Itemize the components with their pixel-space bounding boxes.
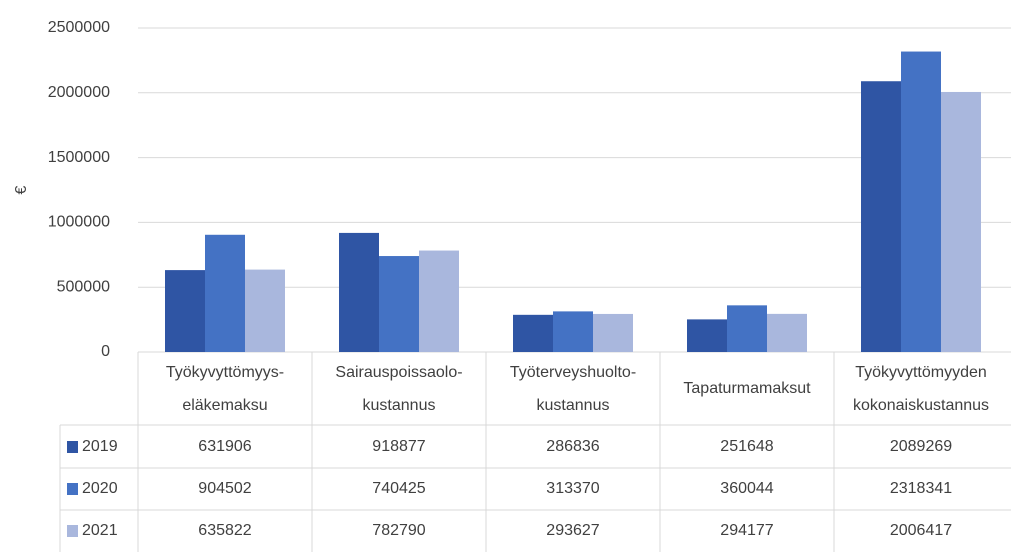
x-tick-label: Sairauspoissaolo-kustannus <box>335 363 463 414</box>
bar <box>513 314 553 352</box>
table-value: 293627 <box>546 522 599 539</box>
bar <box>553 311 593 352</box>
table-value: 2006417 <box>890 522 952 539</box>
table-value: 904502 <box>198 480 251 497</box>
legend-label: 2020 <box>82 480 118 497</box>
bar <box>165 270 205 352</box>
y-tick-label: 1000000 <box>48 214 110 231</box>
bar <box>339 232 379 352</box>
bar <box>727 305 767 352</box>
bar <box>767 313 807 352</box>
table-value: 782790 <box>372 522 425 539</box>
y-axis-label: € <box>13 185 30 194</box>
table-value: 740425 <box>372 480 425 497</box>
legend-marker <box>67 525 78 537</box>
x-tick-label: Työterveyshuolto-kustannus <box>509 363 637 414</box>
bar <box>379 256 419 352</box>
bar <box>593 313 633 352</box>
table-value: 2318341 <box>890 480 952 497</box>
table-value: 251648 <box>720 438 773 455</box>
table-value: 2089269 <box>890 438 952 455</box>
bar <box>687 319 727 352</box>
bar <box>941 91 981 352</box>
legend-label: 2019 <box>82 438 118 455</box>
legend-marker <box>67 483 78 495</box>
legend-marker <box>67 441 78 453</box>
table-value: 631906 <box>198 438 251 455</box>
y-tick-label: 2500000 <box>48 19 110 36</box>
bar <box>861 81 901 352</box>
table-value: 286836 <box>546 438 599 455</box>
y-tick-label: 500000 <box>57 278 110 295</box>
y-tick-label: 1500000 <box>48 149 110 166</box>
x-tick-label: Työkyvyttömyys-eläkemaksu <box>165 363 285 414</box>
bar <box>419 250 459 352</box>
table-value: 635822 <box>198 522 251 539</box>
y-tick-label: 2000000 <box>48 84 110 101</box>
table-value: 294177 <box>720 522 773 539</box>
legend-label: 2021 <box>82 522 118 539</box>
table-value: 313370 <box>546 480 599 497</box>
bar <box>245 269 285 352</box>
table-value: 360044 <box>720 480 773 497</box>
y-tick-label: 0 <box>101 343 110 360</box>
table-value: 918877 <box>372 438 425 455</box>
bar <box>901 51 941 353</box>
bar <box>205 234 245 352</box>
x-tick-label: Tapaturmamaksut <box>683 380 811 397</box>
x-tick-label: Työkyvyttömyyden kokonaiskustannus <box>852 363 990 414</box>
